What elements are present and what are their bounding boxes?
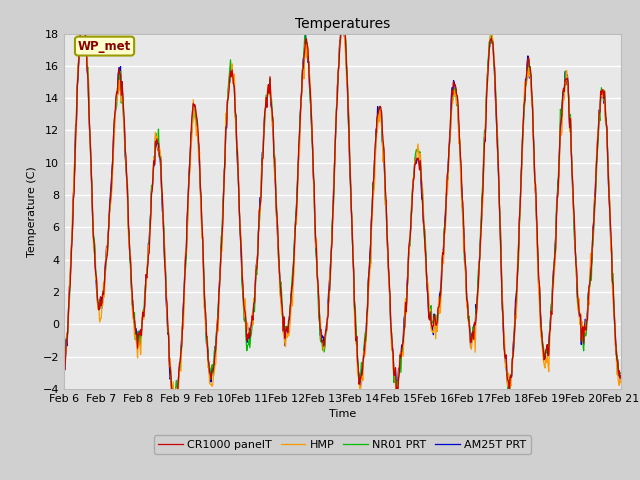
AM25T PRT xyxy=(127,281,135,287)
CR1000 panelT xyxy=(428,324,436,329)
CR1000 panelT xyxy=(617,373,625,379)
CR1000 panelT xyxy=(70,191,78,197)
X-axis label: Time: Time xyxy=(329,409,356,419)
Title: Temperatures: Temperatures xyxy=(295,17,390,31)
NR01 PRT xyxy=(428,317,436,323)
AM25T PRT xyxy=(428,326,436,332)
NR01 PRT xyxy=(60,371,68,377)
HMP xyxy=(617,380,625,385)
Legend: CR1000 panelT, HMP, NR01 PRT, AM25T PRT: CR1000 panelT, HMP, NR01 PRT, AM25T PRT xyxy=(154,435,531,454)
Line: HMP: HMP xyxy=(64,4,621,410)
NR01 PRT xyxy=(170,406,178,411)
Line: NR01 PRT: NR01 PRT xyxy=(64,0,621,408)
AM25T PRT xyxy=(214,312,222,318)
HMP xyxy=(127,274,135,280)
Y-axis label: Temperature (C): Temperature (C) xyxy=(27,166,37,257)
CR1000 panelT xyxy=(170,396,178,402)
HMP xyxy=(339,1,347,7)
HMP xyxy=(428,328,436,334)
HMP xyxy=(170,408,178,413)
AM25T PRT xyxy=(70,182,78,188)
AM25T PRT xyxy=(60,369,68,375)
CR1000 panelT xyxy=(186,164,193,170)
HMP xyxy=(214,328,222,334)
NR01 PRT xyxy=(412,151,419,156)
HMP xyxy=(412,156,419,162)
Line: AM25T PRT: AM25T PRT xyxy=(64,9,621,406)
NR01 PRT xyxy=(340,0,348,1)
Text: WP_met: WP_met xyxy=(78,39,131,53)
CR1000 panelT xyxy=(60,362,68,368)
AM25T PRT xyxy=(340,6,348,12)
CR1000 panelT xyxy=(412,161,419,167)
NR01 PRT xyxy=(185,183,193,189)
CR1000 panelT xyxy=(79,9,86,15)
CR1000 panelT xyxy=(215,291,223,297)
NR01 PRT xyxy=(70,182,78,188)
AM25T PRT xyxy=(170,403,178,408)
HMP xyxy=(60,358,68,363)
AM25T PRT xyxy=(412,155,419,160)
NR01 PRT xyxy=(617,371,625,376)
NR01 PRT xyxy=(214,307,222,313)
Line: CR1000 panelT: CR1000 panelT xyxy=(64,12,621,399)
HMP xyxy=(70,166,78,171)
CR1000 panelT xyxy=(128,289,136,295)
AM25T PRT xyxy=(185,179,193,185)
HMP xyxy=(185,179,193,184)
AM25T PRT xyxy=(617,375,625,381)
NR01 PRT xyxy=(127,286,135,292)
